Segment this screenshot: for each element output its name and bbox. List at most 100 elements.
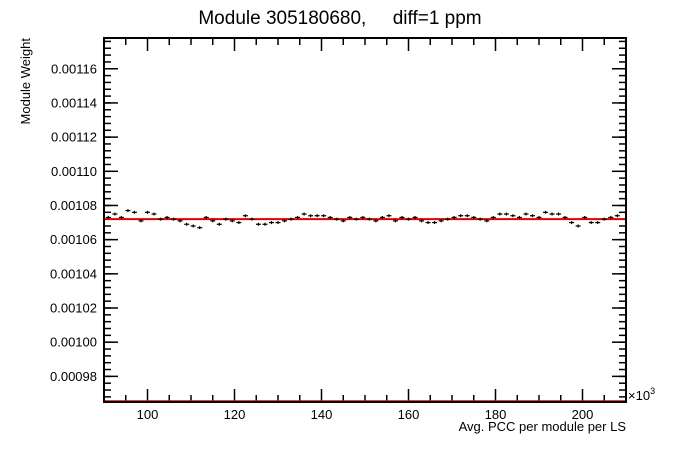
data-point — [497, 212, 503, 216]
data-point — [190, 224, 196, 228]
data-point — [438, 219, 444, 223]
y-tick-label: 0.00116 — [51, 61, 97, 76]
x-tick-label: 140 — [311, 407, 333, 422]
data-point — [229, 219, 235, 223]
y-tick-label: 0.00110 — [51, 164, 97, 179]
data-point — [145, 210, 150, 214]
data-point — [275, 221, 281, 225]
data-point — [503, 212, 509, 216]
y-tick-label: 0.00098 — [50, 369, 97, 384]
data-point — [262, 222, 268, 226]
data-point — [392, 219, 398, 223]
data-point — [125, 209, 131, 213]
x-tick-label: 160 — [398, 407, 420, 422]
data-point — [282, 219, 288, 223]
data-point — [118, 215, 124, 219]
data-point — [340, 219, 346, 223]
y-axis-label: Module Weight — [18, 38, 33, 125]
data-point — [373, 219, 379, 223]
data-point — [295, 215, 301, 219]
data-point — [529, 214, 535, 218]
data-point — [399, 215, 405, 219]
x-axis-multiplier: ×103 — [628, 386, 655, 403]
data-points — [105, 209, 620, 230]
data-point — [184, 222, 190, 226]
data-point — [223, 217, 229, 221]
y-tick-label: 0.00100 — [50, 335, 97, 350]
data-point — [301, 212, 307, 216]
y-tick-label: 0.00108 — [50, 198, 97, 213]
data-point — [543, 210, 549, 214]
data-point — [588, 221, 594, 225]
data-point — [412, 215, 418, 219]
data-point — [314, 214, 320, 218]
data-point — [366, 217, 372, 221]
data-point — [158, 217, 164, 221]
data-point — [562, 215, 568, 219]
data-point — [308, 214, 314, 218]
data-point — [464, 214, 470, 218]
data-point — [471, 215, 477, 219]
data-point — [549, 212, 555, 216]
data-point — [236, 221, 242, 225]
data-point — [334, 217, 340, 221]
data-point — [608, 215, 614, 219]
data-point — [510, 214, 516, 218]
data-point — [131, 210, 137, 214]
data-point — [288, 217, 294, 221]
data-point — [516, 215, 522, 219]
data-point — [210, 219, 216, 223]
data-point — [379, 215, 385, 219]
data-point — [582, 215, 588, 219]
x-axis-label: Avg. PCC per module per LS — [459, 419, 627, 434]
x-tick-label: 100 — [137, 407, 159, 422]
y-tick-label: 0.00114 — [51, 95, 97, 110]
data-point — [523, 212, 529, 216]
data-point — [105, 215, 111, 219]
data-point — [321, 214, 327, 218]
data-point — [536, 215, 542, 219]
data-point — [171, 217, 177, 221]
data-point — [556, 212, 562, 216]
data-point — [451, 215, 457, 219]
data-point — [268, 221, 274, 225]
data-point — [386, 214, 392, 218]
tick-labels: 100 120 140 160 180 200 0.00098 0.00100 0.00102 0… — [50, 61, 593, 422]
fit-line-layer — [104, 218, 626, 402]
data-point — [151, 212, 157, 216]
data-point — [112, 212, 118, 216]
x-tick-label: 180 — [485, 407, 507, 422]
data-point — [419, 219, 425, 223]
data-point — [197, 226, 203, 230]
data-point — [347, 215, 353, 219]
data-point — [203, 215, 209, 219]
y-tick-label: 0.00102 — [50, 301, 97, 316]
x-tick-label: 200 — [572, 407, 594, 422]
data-point — [432, 221, 438, 225]
data-point — [164, 215, 170, 219]
data-point — [601, 217, 607, 221]
y-tick-label: 0.00104 — [50, 266, 97, 281]
data-point — [445, 217, 451, 221]
data-point — [569, 221, 575, 225]
data-point — [595, 221, 601, 225]
x-tick-label: 120 — [224, 407, 246, 422]
data-point — [249, 217, 255, 221]
data-point — [216, 222, 222, 226]
data-point — [242, 214, 248, 218]
data-point — [490, 215, 496, 219]
data-point — [327, 215, 333, 219]
data-point — [353, 217, 359, 221]
plot-frame — [103, 37, 627, 403]
data-point — [138, 219, 144, 223]
data-point — [575, 224, 581, 228]
data-point — [360, 215, 366, 219]
chart-title: Module 305180680, diff=1 ppm — [198, 8, 481, 29]
data-point — [458, 214, 464, 218]
data-point — [477, 217, 483, 221]
data-point — [177, 219, 183, 223]
data-point — [484, 219, 490, 223]
data-point — [425, 221, 431, 225]
y-tick-label: 0.00112 — [51, 130, 97, 145]
